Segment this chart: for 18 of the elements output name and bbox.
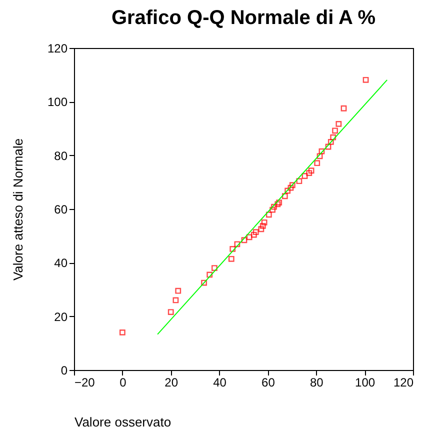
y-tick-label: 120 — [47, 42, 68, 56]
chart-title: Grafico Q-Q Normale di A % — [111, 7, 376, 29]
y-tick-label: 0 — [60, 364, 68, 378]
x-tick-label: −20 — [74, 376, 96, 390]
x-axis-title: Valore osservato — [74, 414, 172, 430]
y-axis-title: Valore atteso di Normale — [10, 138, 26, 281]
y-tick-label: 40 — [54, 256, 68, 270]
y-tick-label: 60 — [54, 202, 68, 216]
y-tick-label: 80 — [54, 148, 68, 163]
x-tick-label: 80 — [310, 376, 324, 390]
x-tick-label: 120 — [393, 376, 414, 390]
y-tick-label: 20 — [54, 310, 68, 324]
x-tick-label: 20 — [164, 376, 178, 390]
x-tick-label: 40 — [213, 376, 227, 390]
x-tick-label: 0 — [120, 376, 127, 390]
x-tick-label: 60 — [262, 376, 276, 390]
x-tick-label: 100 — [355, 376, 376, 390]
y-tick-label: 100 — [47, 95, 68, 110]
